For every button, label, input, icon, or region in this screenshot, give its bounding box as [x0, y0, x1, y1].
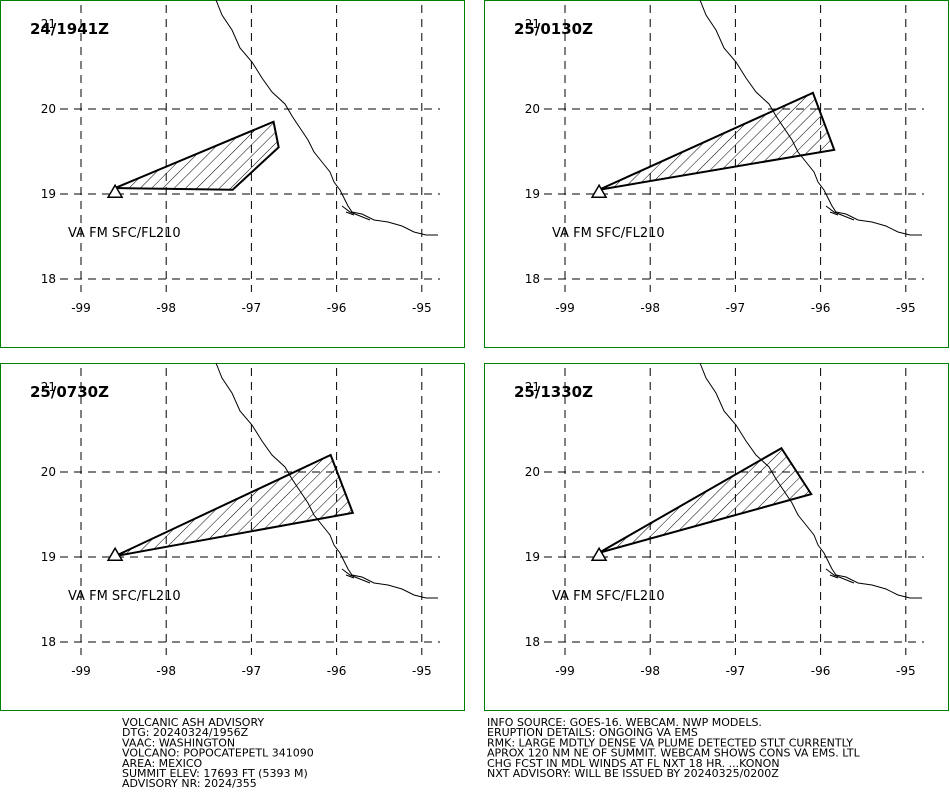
advisory-line: VOLCANIC ASH ADVISORY — [122, 716, 264, 729]
ash-area — [598, 91, 836, 191]
lon-label: -99 — [71, 301, 91, 315]
coastline — [215, 0, 439, 236]
ash-level: VA FM SFC/FL210 — [68, 226, 181, 241]
lat-label: 18 — [525, 635, 540, 649]
lon-label: -97 — [242, 301, 262, 315]
panel-frame — [0, 0, 465, 348]
advisory-line: NXT ADVISORY: WILL BE ISSUED BY 20240325… — [487, 767, 779, 780]
lat-label: 19 — [525, 187, 540, 201]
volcano-marker — [590, 546, 608, 562]
lat-label: 20 — [525, 465, 540, 479]
lon-label: -95 — [896, 664, 916, 678]
advisory-line: CHG FCST IN MDL WINDS AT FL NXT 18 HR. .… — [487, 757, 780, 770]
lat-label: 21 — [41, 17, 56, 31]
ash-level: VA FM SFC/FL210 — [68, 589, 181, 604]
advisory-line: APROX 120 NM NE OF SUMMIT. WEBCAM SHOWS … — [487, 747, 861, 760]
advisory-line: AREA: MEXICO — [122, 757, 203, 770]
lat-label: 21 — [525, 17, 540, 31]
valid-time: 24/1941Z — [30, 20, 109, 38]
lon-label: -98 — [640, 301, 660, 315]
advisory-line: DTG: 20240324/1956Z — [122, 726, 249, 739]
lon-label: -96 — [811, 664, 831, 678]
lon-label: -98 — [640, 664, 660, 678]
lon-label: -95 — [896, 301, 916, 315]
lon-label: -96 — [811, 301, 831, 315]
lon-label: -97 — [242, 664, 262, 678]
valid-time: 25/1330Z — [514, 383, 593, 401]
lon-label: -99 — [555, 664, 575, 678]
lat-label: 19 — [41, 550, 56, 564]
ash-level: VA FM SFC/FL210 — [552, 226, 665, 241]
lat-label: 21 — [41, 380, 56, 394]
lat-label: 19 — [41, 187, 56, 201]
lon-label: -97 — [726, 664, 746, 678]
advisory-line: VOLCANO: POPOCATEPETL 341090 — [122, 747, 314, 760]
ash-area — [114, 453, 355, 558]
advisory-line: ERUPTION DETAILS: ONGOING VA EMS — [487, 726, 698, 739]
lon-label: -99 — [555, 301, 575, 315]
valid-time: 25/0130Z — [514, 20, 593, 38]
advisory-line: RMK: LARGE MDTLY DENSE VA PLUME DETECTED… — [487, 736, 853, 749]
valid-time: 25/0730Z — [30, 383, 109, 401]
lon-label: -98 — [156, 664, 176, 678]
volcano-marker — [106, 183, 124, 199]
advisory-line: VAAC: WASHINGTON — [122, 736, 235, 749]
lon-label: -95 — [412, 301, 432, 315]
lat-label: 18 — [41, 272, 56, 286]
panel-frame — [0, 363, 465, 711]
lat-label: 19 — [525, 550, 540, 564]
lon-label: -96 — [327, 664, 347, 678]
lon-label: -96 — [327, 301, 347, 315]
panel-frame — [484, 0, 949, 348]
volcano-marker — [590, 183, 608, 199]
advisory-line: ADVISORY NR: 2024/355 — [122, 777, 257, 790]
lat-label: 18 — [41, 635, 56, 649]
advisory-line: INFO SOURCE: GOES-16. WEBCAM. NWP MODELS… — [487, 716, 762, 729]
volcano-marker — [106, 546, 124, 562]
ash-level: VA FM SFC/FL210 — [552, 589, 665, 604]
lon-label: -99 — [71, 664, 91, 678]
lon-label: -95 — [412, 664, 432, 678]
ash-area — [114, 120, 280, 191]
lat-label: 20 — [41, 102, 56, 116]
lat-label: 18 — [525, 272, 540, 286]
lon-label: -97 — [726, 301, 746, 315]
lat-label: 20 — [525, 102, 540, 116]
advisory-line: SUMMIT ELEV: 17693 FT (5393 M) — [122, 767, 308, 780]
ash-area — [598, 446, 813, 554]
panel-frame — [484, 363, 949, 711]
lat-label: 20 — [41, 465, 56, 479]
lat-label: 21 — [525, 380, 540, 394]
lon-label: -98 — [156, 301, 176, 315]
